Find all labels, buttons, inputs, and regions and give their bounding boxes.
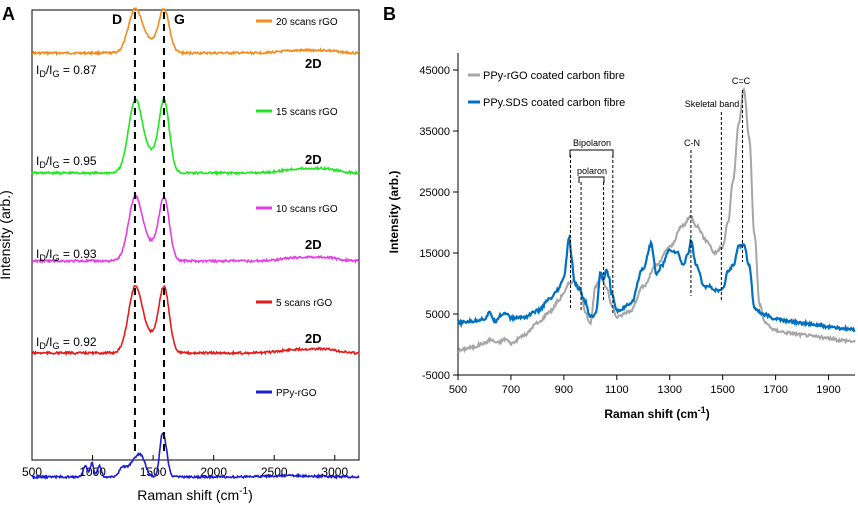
panel-b: B 500 700 900 1100 1300 1500 1700 1900 -5000 5000… bbox=[383, 4, 856, 421]
panel-b-x-axis-label-sup: -1 bbox=[698, 405, 706, 415]
panel-a-x-ticks: 500 1000 1500 2000 2500 3000 bbox=[22, 455, 348, 479]
ratio-i1: I bbox=[36, 335, 39, 349]
panel-b-curves bbox=[457, 86, 856, 354]
panel-a-2d-label: 2D bbox=[305, 152, 322, 167]
panel-a-legend-label: 5 scans rGO bbox=[276, 298, 332, 309]
panel-a-legend-label: 20 scans rGO bbox=[276, 17, 338, 28]
ratio-sub-d: D bbox=[39, 341, 46, 351]
polaron-bracket bbox=[578, 176, 605, 183]
panel-b-x-tick-label: 700 bbox=[502, 384, 520, 396]
ratio-value: = 0.95 bbox=[60, 154, 97, 168]
panel-a-2d-label: 2D bbox=[305, 331, 322, 346]
panel-b-letter: B bbox=[383, 4, 396, 24]
ratio-slash: /I bbox=[46, 247, 53, 261]
panel-a-x-tick-label: 1000 bbox=[79, 465, 106, 479]
panel-a-plot-frame bbox=[31, 9, 360, 461]
ratio-value: = 0.87 bbox=[60, 63, 97, 77]
panel-a-series-line bbox=[31, 6, 360, 57]
panel-a-legend-label: PPy-rGO bbox=[276, 388, 317, 399]
panel-a-x-axis-label-sup: -1 bbox=[239, 486, 248, 497]
ratio-slash: /I bbox=[46, 154, 53, 168]
ratio-i1: I bbox=[36, 63, 39, 77]
ratio-value: = 0.93 bbox=[60, 247, 97, 261]
panel-a-2d-label: 2D bbox=[305, 237, 322, 252]
panel-b-x-axis-label-main: Raman shift (cm bbox=[604, 407, 697, 421]
panel-a-ratio-label: ID/IG = 0.95 bbox=[36, 154, 97, 170]
panel-a-series-line bbox=[31, 193, 360, 264]
ratio-sub-d: D bbox=[39, 253, 46, 263]
ratio-sub-g: G bbox=[53, 69, 60, 79]
panel-a-letter: A bbox=[2, 4, 15, 24]
ratio-sub-d: D bbox=[39, 160, 46, 170]
panel-a-x-axis-label-end: ) bbox=[248, 487, 253, 503]
bipolaron-bracket bbox=[569, 149, 614, 157]
panel-a: A 500 1000 1500 2000 2500 3000 D G 20 scans rGO… bbox=[0, 4, 360, 503]
ratio-sub-g: G bbox=[53, 253, 60, 263]
panel-b-ticks: 500 700 900 1100 1300 1500 1700 1900 -5000 5000 15… bbox=[419, 65, 840, 396]
ratio-value: = 0.92 bbox=[60, 335, 97, 349]
panel-b-y-tick-label: 35000 bbox=[419, 126, 450, 138]
legend-label-ppy-sds: PPy.SDS coated carbon fibre bbox=[483, 97, 625, 109]
annotation-c-c: C=C bbox=[732, 76, 751, 86]
panel-b-series-line bbox=[457, 233, 856, 333]
panel-b-annotations bbox=[569, 149, 614, 183]
panel-b-x-tick-label: 1500 bbox=[710, 384, 734, 396]
panel-a-ratio-label: ID/IG = 0.93 bbox=[36, 247, 97, 263]
annotation-bipolaron: Bipolaron bbox=[573, 138, 611, 148]
ratio-sub-g: G bbox=[53, 341, 60, 351]
panel-a-x-axis-label: Raman shift (cm-1) bbox=[137, 486, 253, 503]
panel-b-y-tick-label: -5000 bbox=[422, 370, 450, 382]
panel-a-2d-label: 2D bbox=[305, 56, 322, 71]
panel-b-x-tick-label: 1700 bbox=[763, 384, 787, 396]
panel-a-legend-label: 15 scans rGO bbox=[276, 107, 338, 118]
panel-b-x-tick-label: 1100 bbox=[605, 384, 629, 396]
ratio-i1: I bbox=[36, 154, 39, 168]
panel-b-y-tick-label: 45000 bbox=[419, 65, 450, 77]
panel-b-x-tick-label: 500 bbox=[449, 384, 467, 396]
panel-a-legend-label: 10 scans rGO bbox=[276, 204, 338, 215]
panel-b-x-tick-label: 1900 bbox=[816, 384, 840, 396]
panel-a-band-lines bbox=[133, 12, 166, 455]
panel-b-x-axis-label-end: ) bbox=[706, 407, 710, 421]
panel-a-series-line bbox=[31, 284, 360, 356]
annotation-c-n: C-N bbox=[684, 138, 700, 148]
panel-b-y-tick-label: 25000 bbox=[419, 187, 450, 199]
panel-a-band-label-d: D bbox=[112, 11, 122, 27]
legend-label-ppy-rgo: PPy-rGO coated carbon fibre bbox=[483, 70, 625, 82]
panel-b-reference-lines bbox=[569, 90, 744, 315]
panel-a-band-label-g: G bbox=[174, 11, 185, 27]
panel-a-series-line bbox=[31, 432, 360, 480]
panel-b-x-tick-label: 900 bbox=[555, 384, 573, 396]
panel-b-x-tick-label: 1300 bbox=[657, 384, 681, 396]
panel-b-y-axis-label: Intensity (arb.) bbox=[387, 171, 401, 254]
panel-b-series-line bbox=[457, 86, 856, 354]
panel-b-y-tick-label: 15000 bbox=[419, 248, 450, 260]
panel-a-ratio-label: ID/IG = 0.87 bbox=[36, 63, 97, 79]
ratio-i1: I bbox=[36, 247, 39, 261]
annotation-skeletal-band: Skeletal band bbox=[685, 99, 740, 109]
ratio-sub-g: G bbox=[53, 160, 60, 170]
panel-b-x-axis-label: Raman shift (cm-1) bbox=[604, 405, 709, 421]
panel-a-ratio-label: ID/IG = 0.92 bbox=[36, 335, 97, 351]
panel-a-curves bbox=[31, 6, 360, 480]
panel-a-y-axis-label: Intensity (arb.) bbox=[0, 190, 13, 279]
ratio-sub-d: D bbox=[39, 69, 46, 79]
ratio-slash: /I bbox=[46, 335, 53, 349]
panel-b-legend: PPy-rGO coated carbon fibre PPy.SDS coat… bbox=[468, 70, 625, 109]
annotation-polaron: polaron bbox=[577, 166, 607, 176]
panel-a-x-axis-label-main: Raman shift (cm bbox=[137, 487, 239, 503]
panel-b-y-tick-label: 5000 bbox=[426, 309, 450, 321]
panel-a-series-line bbox=[31, 96, 360, 177]
ratio-slash: /I bbox=[46, 63, 53, 77]
